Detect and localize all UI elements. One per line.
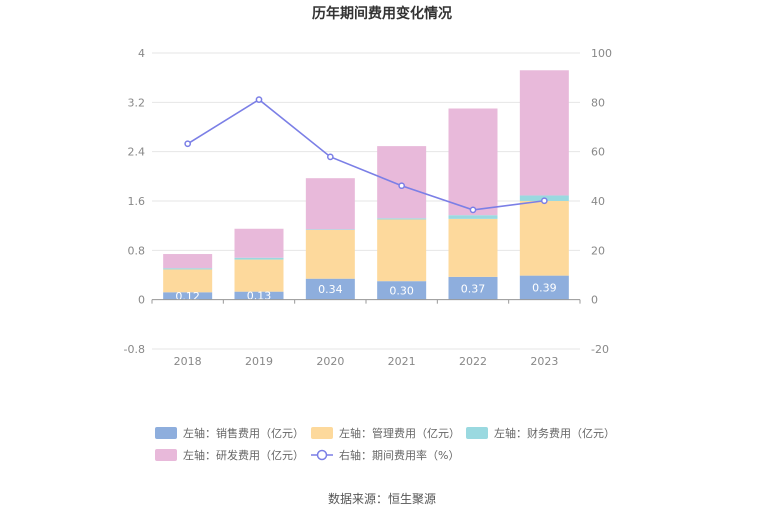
bar-segment [519,70,569,196]
gridlines [152,52,580,350]
left-tick-label: 2.4 [128,146,146,159]
bar-segment [448,218,498,277]
bar-segment [448,215,498,219]
right-tick-label: 40 [591,195,605,208]
rate-point [184,140,192,148]
bar-segment [448,108,498,216]
legend-swatch [155,427,177,439]
bar-segment [448,276,498,300]
bar-segment [377,218,427,220]
bar-series: 0.12 0.13 0.34 0.30 0.37 0.39 [163,70,569,303]
bar-segment [519,275,569,300]
x-tick-label: 2020 [316,355,344,368]
left-tick-label: -0.8 [124,343,145,356]
bar-segment [234,291,284,300]
bar-segment [377,146,427,219]
rate-point [469,206,477,214]
bar-segment [234,257,284,260]
legend-label: 左轴：研发费用（亿元） [183,448,304,462]
legend-swatch [466,427,488,439]
bar-segment [163,268,213,270]
bar-data-label: 0.37 [461,282,486,295]
bar-segment [377,281,427,300]
axes: 4 3.2 2.4 1.6 0.8 0 -0.8 100 80 60 40 20 0 -20 2018 201… [124,47,612,368]
x-tick-label: 2022 [459,355,487,368]
bar-segment [519,201,569,276]
bar-data-label: 0.13 [247,290,272,303]
legend-label: 右轴：期间费用率（%） [339,448,459,462]
bar-segment [163,254,213,269]
bar-segment [305,178,355,230]
source-note: 数据来源：恒生聚源 [328,491,436,506]
left-tick-label: 4 [138,47,145,60]
chart-title: 历年期间费用变化情况 [312,5,452,22]
right-tick-label: 80 [591,96,605,109]
bar-segment [377,219,427,282]
bar-segment [305,229,355,279]
legend-label: 左轴：管理费用（亿元） [339,426,460,440]
bar-data-label: 0.34 [318,283,343,296]
bar-segment [234,259,284,292]
legend-swatch [311,427,333,439]
right-tick-label: 100 [591,47,612,60]
right-tick-label: -20 [591,343,609,356]
rate-line [187,98,545,211]
right-tick-label: 20 [591,244,605,257]
bar-data-label: 0.39 [532,282,557,295]
left-tick-label: 0 [138,294,145,307]
left-tick-label: 3.2 [128,96,146,109]
bar-segment [163,292,213,300]
bar-data-label: 0.12 [175,290,200,303]
bar-segment [234,228,284,258]
rate-point [326,153,334,161]
legend-label: 左轴：销售费用（亿元） [183,426,304,440]
legend-label: 左轴：财务费用（亿元） [494,426,615,440]
bar-data-label: 0.30 [389,284,414,297]
bar-segment [163,269,213,293]
bar-segment [305,229,355,230]
legend: 左轴：销售费用（亿元） 左轴：管理费用（亿元） 左轴：财务费用（亿元） 左轴：研发费用… [155,426,615,462]
right-tick-label: 0 [591,294,598,307]
x-tick-label: 2019 [245,355,273,368]
legend-swatch [155,449,177,461]
rate-point [255,96,263,103]
left-tick-label: 0.8 [128,244,146,257]
legend-marker [316,449,328,461]
x-tick-label: 2023 [530,355,558,368]
rate-point [540,197,548,205]
x-tick-label: 2021 [388,355,416,368]
rate-point [398,182,406,190]
x-tick-label: 2018 [174,355,202,368]
line-series [184,96,548,214]
right-tick-label: 60 [591,146,605,159]
bar-segment [305,278,355,300]
left-tick-label: 1.6 [128,195,146,208]
